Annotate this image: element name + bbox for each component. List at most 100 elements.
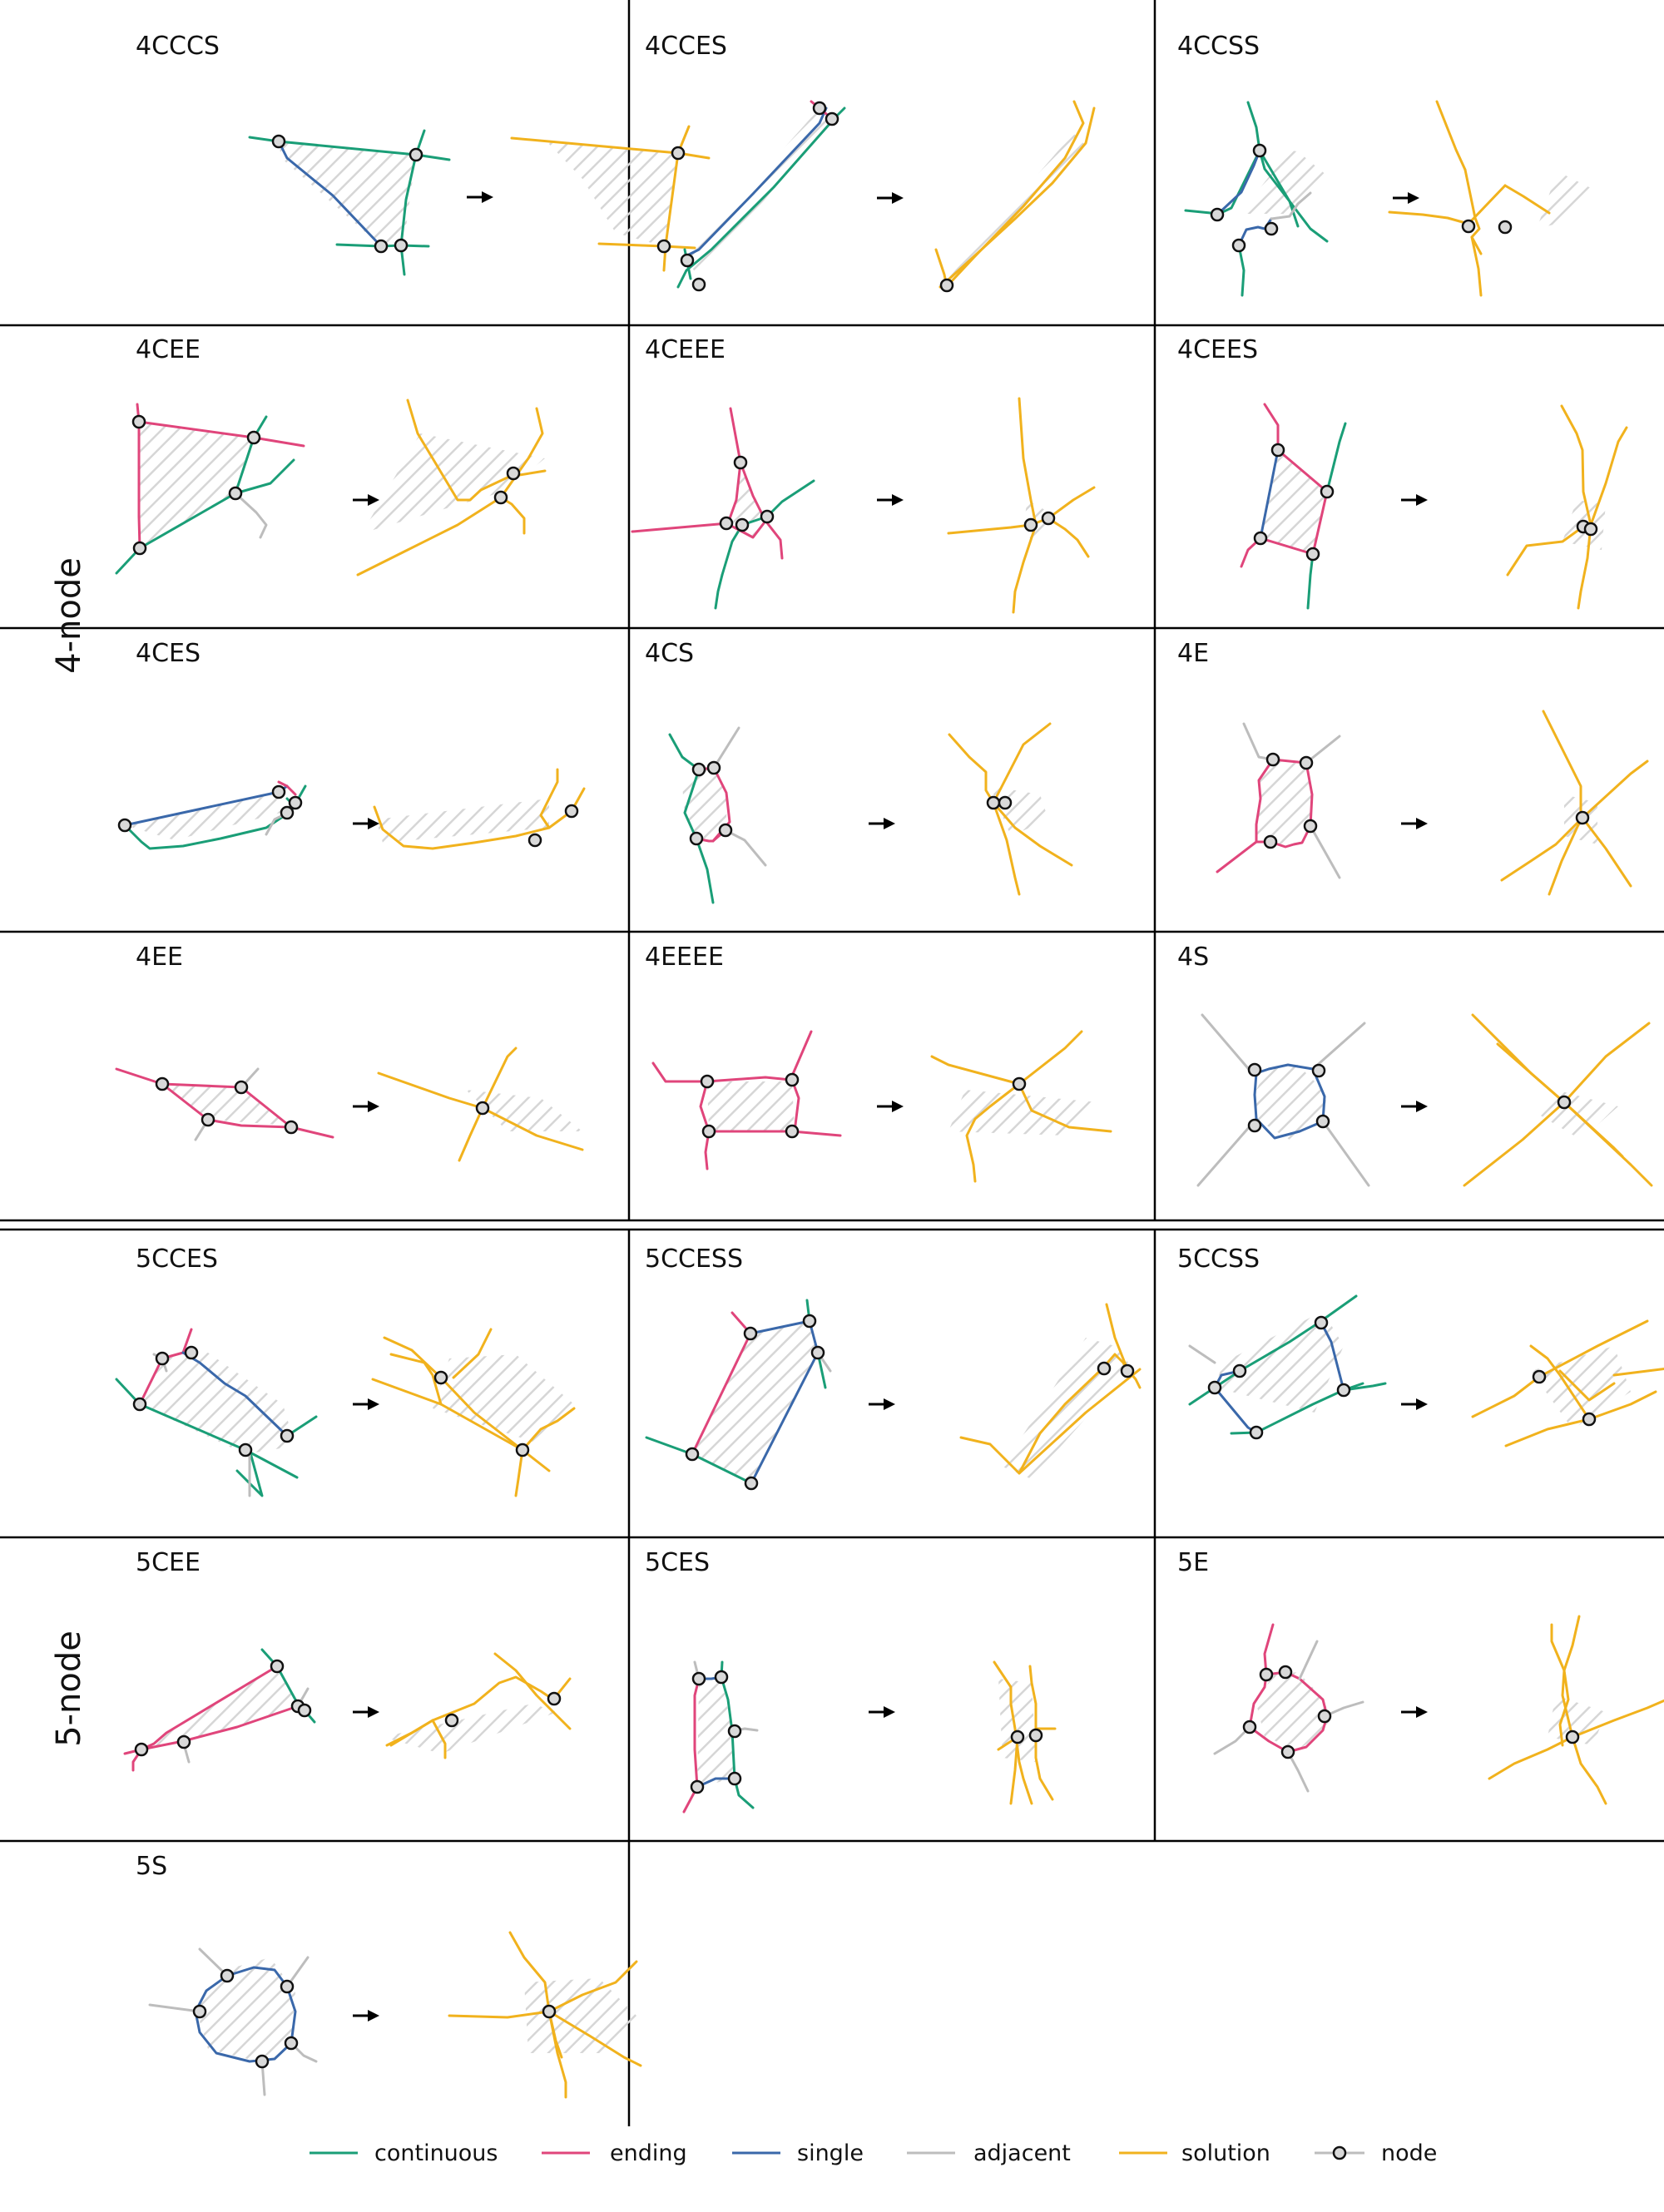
panel-label-4cee: 4CEE [136, 335, 201, 364]
hatched-region [383, 1704, 557, 1754]
node-icon [1265, 752, 1280, 767]
hatched-region [697, 1677, 735, 1787]
panel-label-4ceee: 4CEEE [645, 335, 726, 364]
node-icon [689, 831, 704, 846]
adjacent-edge [1298, 1640, 1319, 1680]
node-icon [1315, 1114, 1330, 1129]
solution-edge [1589, 426, 1628, 527]
right-arrow-head [368, 494, 379, 506]
node-icon [131, 414, 146, 429]
solution-edge [389, 1719, 434, 1747]
right-arrow-head [1416, 818, 1428, 829]
diagram-4cces [676, 100, 1096, 293]
continuous-edge [234, 458, 295, 495]
solution-edge [1560, 404, 1592, 527]
node-icon [547, 1691, 562, 1706]
solution-edge [539, 768, 559, 829]
hatched-region [162, 1084, 291, 1126]
node-icon [1242, 1720, 1257, 1734]
diagram-4cs [668, 722, 1073, 904]
solution-edge [965, 1082, 1021, 1183]
node-icon [1498, 220, 1513, 235]
ending-edge [1263, 403, 1329, 493]
node-icon [760, 509, 775, 524]
solution-edge [1529, 1344, 1591, 1421]
right-arrow-head [1416, 494, 1428, 506]
right-arrow-head [884, 1706, 895, 1718]
node-icon [238, 1443, 253, 1457]
node-icon [1299, 755, 1314, 770]
group-label-4-node: 4-node [50, 557, 88, 674]
legend-label-solution: solution [1181, 2140, 1270, 2166]
single-edge [1259, 448, 1280, 540]
hatched-region [141, 1666, 298, 1749]
node-icon [280, 1979, 295, 1994]
solution-edge [948, 733, 995, 804]
solution-edge [1562, 1101, 1653, 1187]
diagrams [115, 100, 1664, 2099]
solution-edge [1550, 1623, 1570, 1747]
legend-label-ending: ending [610, 2140, 687, 2166]
hatched-region [1537, 171, 1597, 229]
node-icon [506, 466, 521, 481]
hatched-region [686, 108, 832, 279]
node-icon [280, 1428, 295, 1443]
hatched-region [545, 140, 678, 246]
panel-label-5cee: 5CEE [136, 1548, 201, 1577]
node-icon [176, 1734, 191, 1749]
legend-item-single: single [732, 2140, 864, 2166]
solution-edge [481, 1047, 518, 1110]
node-icon [475, 1101, 490, 1116]
right-arrow-head [368, 2010, 379, 2021]
adjacent-edge [1323, 1700, 1364, 1718]
hatched-region [944, 133, 1086, 287]
single-edge [181, 1351, 289, 1438]
ending-edge [138, 1328, 193, 1406]
legend-label-adjacent: adjacent [973, 2140, 1071, 2166]
node-icon [1232, 1363, 1247, 1378]
solution-edge [431, 1719, 447, 1759]
panel-label-5ccess: 5CCESS [645, 1245, 743, 1274]
node-icon [700, 1074, 715, 1089]
right-arrow-head [1416, 1706, 1428, 1718]
ending-edge [682, 1677, 701, 1814]
continuous-edge [115, 1378, 299, 1479]
continuous-edge [335, 243, 430, 248]
node-icon [802, 1314, 817, 1329]
node-icon [1317, 1709, 1332, 1724]
node-icon [743, 1326, 758, 1341]
node-icon [542, 2004, 557, 2019]
node-icon [134, 1742, 149, 1757]
solution-edge [508, 1931, 551, 2013]
node-icon [656, 239, 671, 254]
adjacent-edge [1305, 735, 1341, 765]
panel-label-5cces: 5CCES [136, 1245, 218, 1274]
single-edge [750, 1351, 820, 1485]
adjacent-edge [1321, 1120, 1370, 1187]
continuous-edge [1255, 1382, 1364, 1434]
solution-edge [521, 1407, 576, 1452]
right-arrow-head [1408, 192, 1419, 204]
node-icon [1314, 1315, 1329, 1330]
diagram-4eeee [651, 1030, 1112, 1183]
node-icon [201, 1112, 215, 1127]
single-edge [277, 140, 383, 248]
solution-edge [1047, 517, 1090, 558]
panel-label-4cccs: 4CCCS [136, 32, 220, 61]
continuous-edge [1258, 149, 1329, 243]
diagram-4cees [1240, 403, 1628, 610]
node-icon [1210, 207, 1225, 222]
right-arrow-head [482, 191, 493, 203]
adjacent-edge [712, 726, 740, 769]
node-icon [271, 134, 286, 149]
node-icon [706, 760, 721, 775]
node-icon [184, 1345, 199, 1360]
node-icon [1280, 1744, 1295, 1759]
continuous-edge [1306, 552, 1315, 610]
solution-edge [1612, 1367, 1664, 1377]
solution-edge [1577, 523, 1592, 610]
node-icon [727, 1771, 742, 1786]
node-icon [1252, 143, 1267, 158]
node-icon [1010, 1730, 1025, 1744]
panel-label-5e: 5E [1177, 1548, 1209, 1577]
